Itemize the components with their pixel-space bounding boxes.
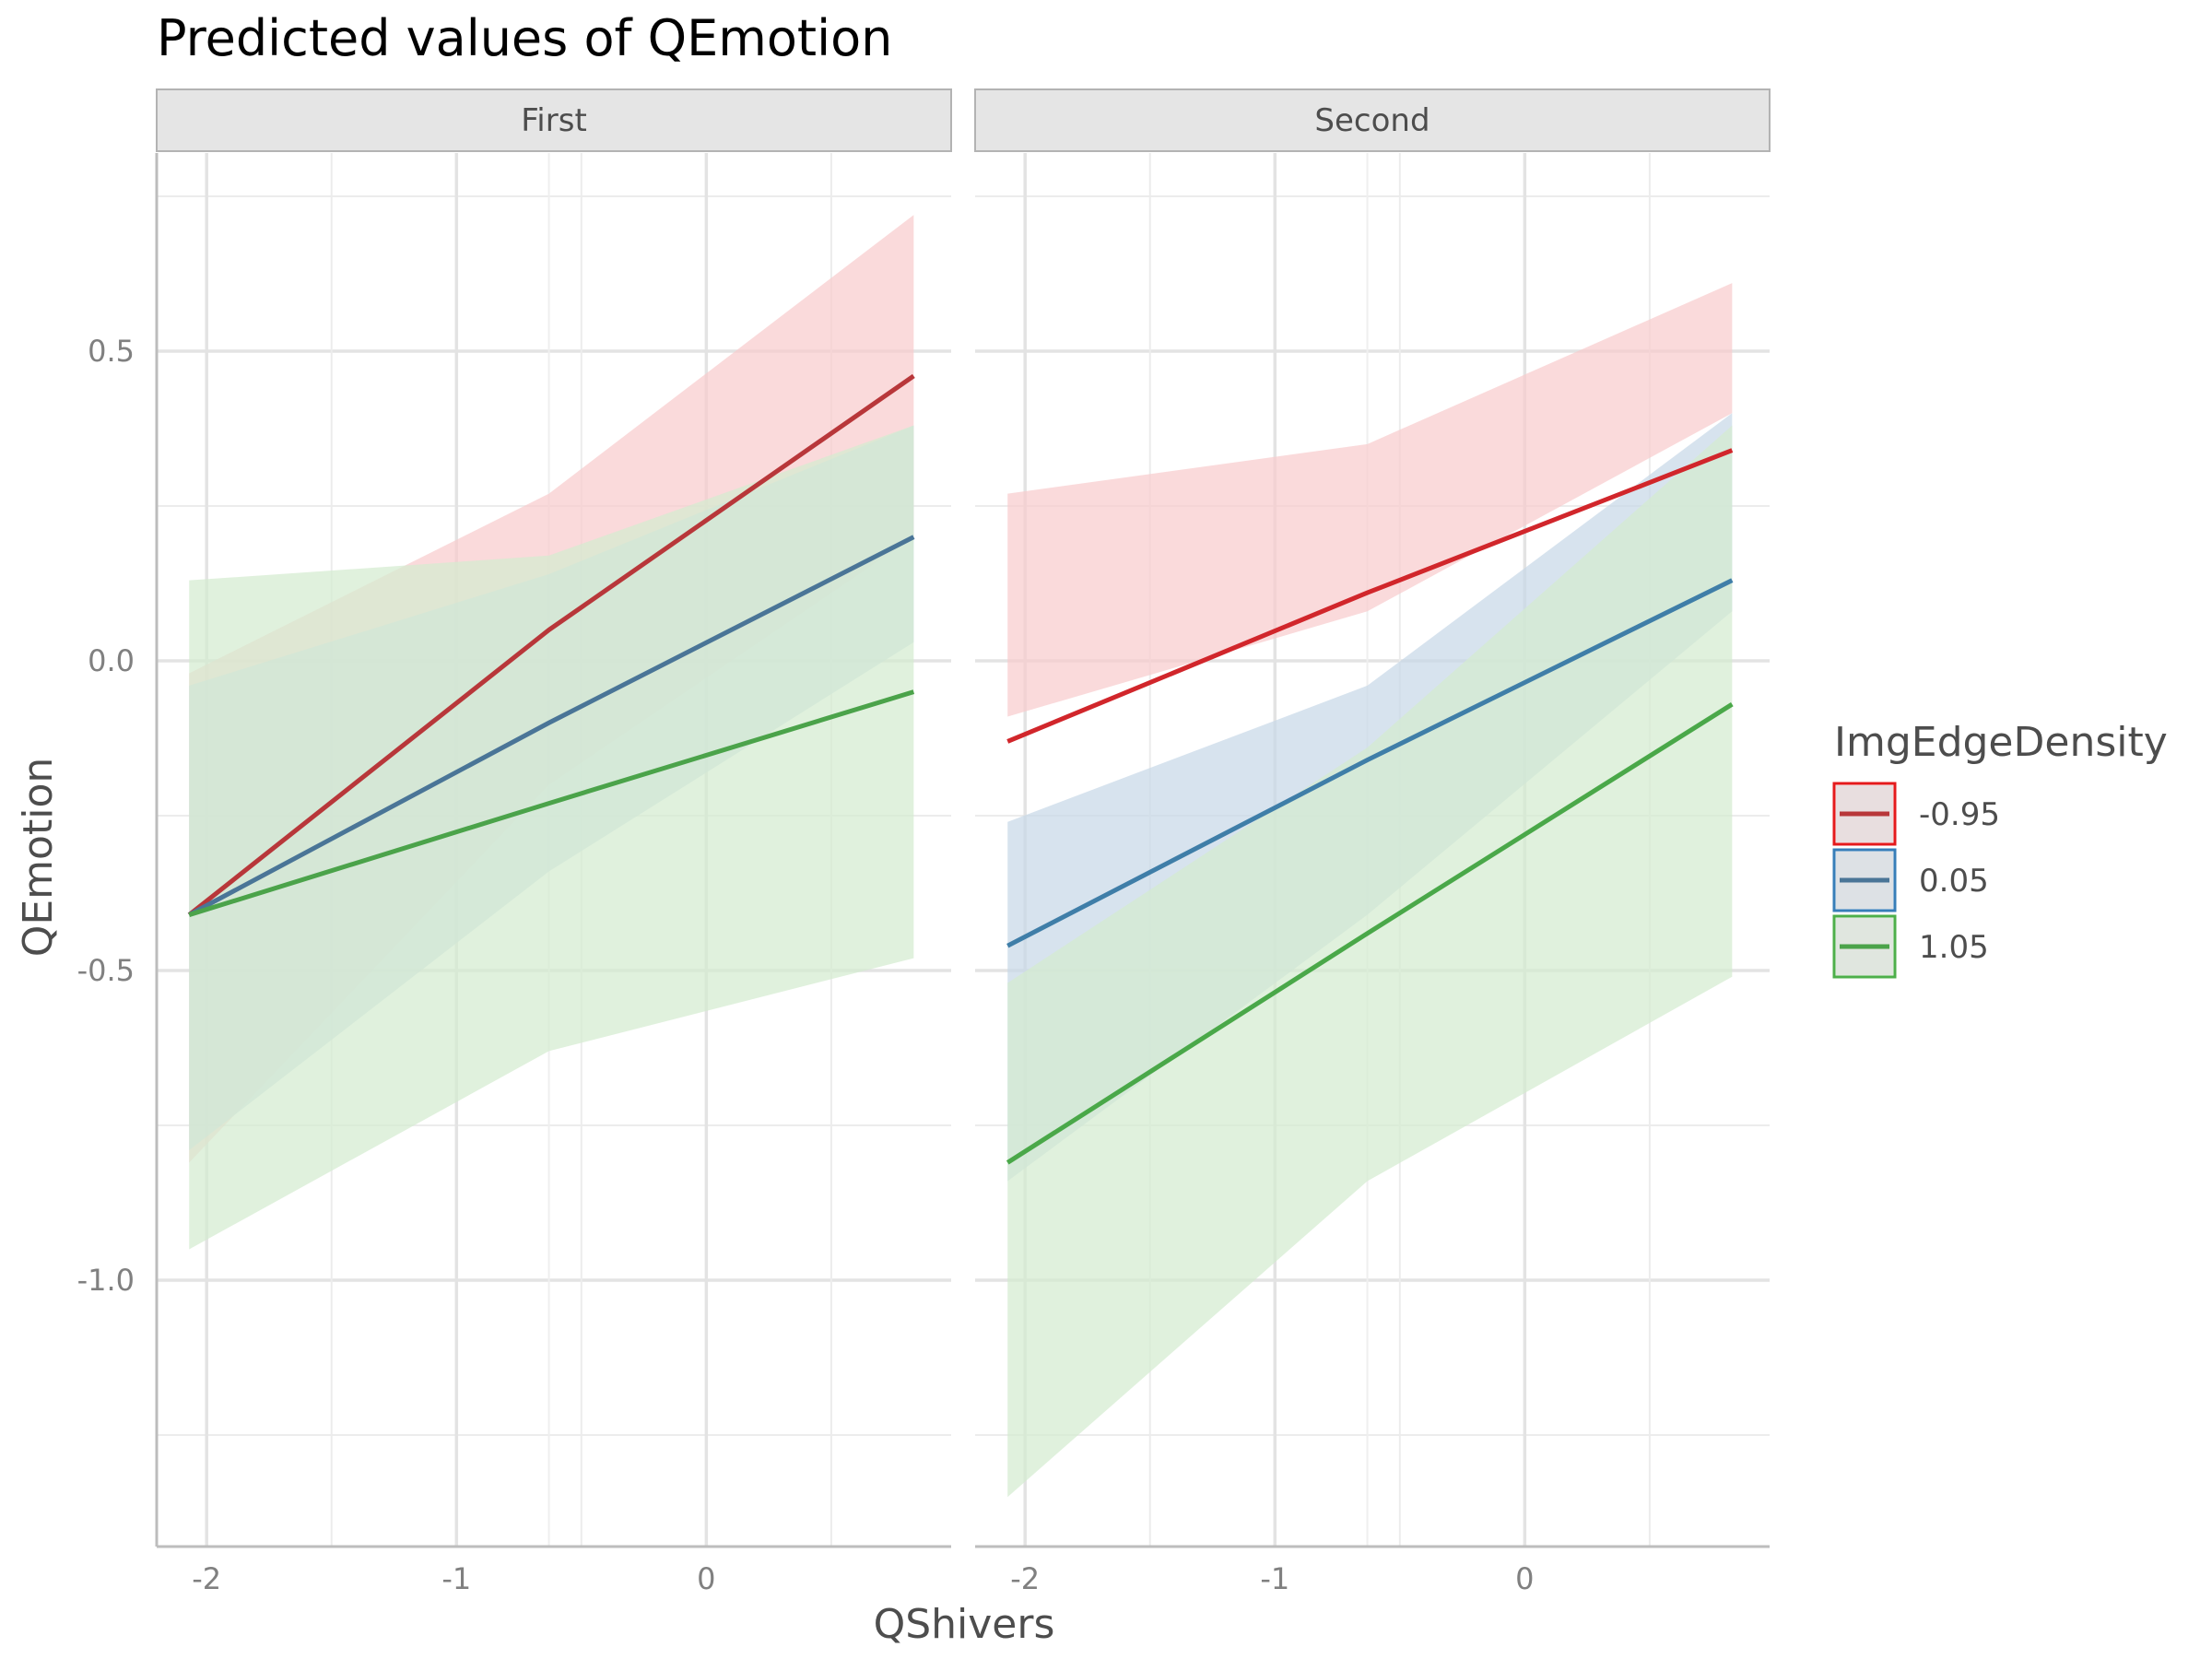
series-line--0.95 — [1006, 448, 1734, 744]
x-tick-label: -1 — [441, 1561, 471, 1596]
facet-panels: First -2 -1 0 Second -2 -1 0 0.5 0.0 -0.5 -1.0 — [77, 88, 1771, 1596]
x-axis-title: QShivers — [874, 1601, 1055, 1648]
x-tick-label: 0 — [697, 1561, 715, 1596]
x-tick-label: -1 — [1260, 1561, 1289, 1596]
legend-item-1.05: 1.05 — [1832, 914, 1989, 979]
confidence-band-1.05 — [1007, 425, 1733, 1498]
strip-label: First — [521, 102, 587, 139]
legend: ImgEdgeDensity -0.95 0.05 1.05 — [1832, 719, 2168, 979]
legend-label: -0.95 — [1919, 796, 2000, 833]
series-line-0.05 — [1006, 578, 1734, 948]
chart-title: Predicted values of QEmotion — [157, 9, 892, 67]
panel-first: First -2 -1 0 — [155, 88, 952, 1596]
y-tick-label: -0.5 — [77, 953, 135, 988]
strip-first — [156, 88, 952, 152]
strip-second — [974, 88, 1771, 152]
x-tick-label: -2 — [1010, 1561, 1040, 1596]
legend-item-0.05: 0.05 — [1832, 848, 1989, 912]
legend-title: ImgEdgeDensity — [1834, 719, 2168, 766]
series-line-1.05 — [1006, 701, 1734, 1165]
series-line-0.05 — [188, 535, 915, 917]
x-tick-label: -2 — [192, 1561, 221, 1596]
panel-second: Second -2 -1 0 — [974, 88, 1771, 1596]
legend-label: 1.05 — [1919, 929, 1989, 966]
x-tick-label: 0 — [1515, 1561, 1534, 1596]
confidence-band--0.95 — [1007, 283, 1733, 717]
strip-label: Second — [1314, 102, 1430, 139]
series-line-1.05 — [188, 689, 915, 917]
y-tick-label: 0.0 — [88, 643, 135, 678]
y-tick-label: 0.5 — [88, 334, 135, 369]
series-line--0.95 — [187, 373, 915, 917]
legend-label: 0.05 — [1919, 863, 1989, 900]
y-axis-title: QEmotion — [15, 758, 62, 958]
y-tick-label: -1.0 — [77, 1263, 135, 1298]
legend-item--0.95: -0.95 — [1832, 782, 2000, 846]
